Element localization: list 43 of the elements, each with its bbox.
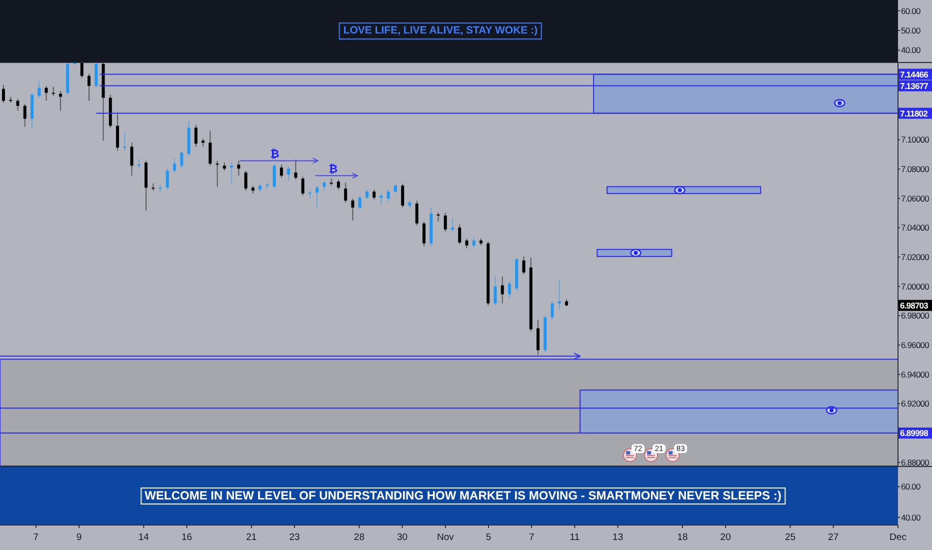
annotation: ₿ xyxy=(270,148,280,161)
y-tick-label: 6.88000 xyxy=(901,457,930,468)
y-tick-label: 40.00 xyxy=(901,45,921,56)
x-tick-label: Nov xyxy=(436,532,454,543)
y-tick-label: 6.92000 xyxy=(901,398,930,409)
x-tick-label: 18 xyxy=(677,532,688,543)
x-tick-label: 7 xyxy=(33,532,39,543)
x-tick-label: 16 xyxy=(181,532,192,543)
band-label: WELCOME IN NEW LEVEL OF UNDERSTANDING HOW MARKET IS MOVING - SMARTMONEY NEVER SLEEPS :) xyxy=(140,487,786,504)
x-tick-label: 30 xyxy=(397,532,408,543)
x-tick-label: 20 xyxy=(720,532,731,543)
ref-line-label: 6.89998 xyxy=(900,428,929,438)
x-tick-label: 9 xyxy=(76,532,82,543)
x-tick-label: 7 xyxy=(528,532,534,543)
x-tick-label: 11 xyxy=(570,532,580,543)
y-tick-label: 7.04000 xyxy=(901,222,930,233)
y-tick-label: 7.02000 xyxy=(901,252,930,262)
y-tick-label: 60.00 xyxy=(901,482,921,492)
ref-line-label: 7.11802 xyxy=(900,108,928,118)
y-tick-label: 40.00 xyxy=(901,512,921,522)
text: 6.98703 xyxy=(900,300,929,310)
x-tick-label: 21 xyxy=(246,532,257,543)
band-label: LOVE LIFE, LIVE ALIVE, STAY WOKE :) xyxy=(339,22,542,40)
x-tick-label: 25 xyxy=(784,532,796,543)
y-tick-label: 7.10000 xyxy=(901,134,930,145)
x-tick-label: 23 xyxy=(289,532,300,543)
x-tick-label: Dec xyxy=(890,532,907,543)
y-tick-label: 60.00 xyxy=(901,6,921,16)
y-tick-label: 6.96000 xyxy=(901,340,930,350)
y-tick-label: 6.94000 xyxy=(901,369,930,380)
y-tick-label: 7.06000 xyxy=(901,193,930,204)
x-tick-label: 5 xyxy=(486,532,492,543)
y-tick-label: 6.98000 xyxy=(901,310,930,321)
x-tick-label: 14 xyxy=(138,532,149,543)
y-tick-label: 7.08000 xyxy=(901,164,930,174)
x-tick-label: 13 xyxy=(612,532,624,543)
x-tick-label: 27 xyxy=(828,532,839,543)
ref-line-label: 7.13677 xyxy=(900,80,929,91)
y-tick-label: 50.00 xyxy=(901,26,921,36)
x-tick-label: 28 xyxy=(354,532,364,543)
annotation: ₿ xyxy=(328,162,338,176)
ref-line-label: 7.14466 xyxy=(900,69,929,80)
y-tick-label: 7.00000 xyxy=(901,281,930,292)
